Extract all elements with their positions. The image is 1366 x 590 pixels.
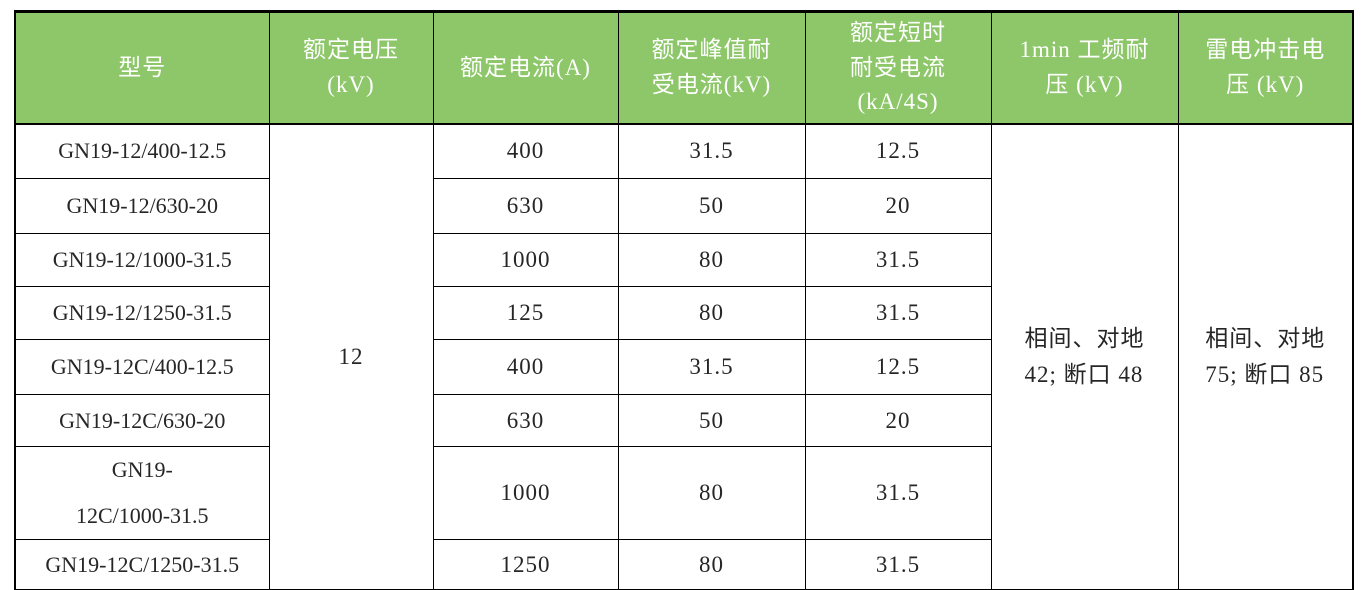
- column-header-short-time-withstand-current: 额定短时 耐受电流 (kA/4S): [804, 11, 992, 125]
- cell-model: GN19-12/1000-31.5: [14, 233, 270, 287]
- cell-peak-current: 50: [617, 394, 806, 447]
- cell-model: GN19-12/630-20: [14, 178, 270, 234]
- cell-rated-current: 1250: [432, 539, 619, 590]
- cell-short-time-current: 20: [804, 394, 992, 447]
- column-header-power-frequency-voltage: 1min 工频耐 压 (kV): [990, 11, 1179, 125]
- cell-peak-current: 31.5: [617, 339, 806, 395]
- lightning-impulse-note: 相间、对地 75; 断口 85: [1205, 326, 1326, 387]
- column-header-rated-current: 额定电流(A): [432, 11, 619, 125]
- cell-rated-current: 400: [432, 339, 619, 395]
- table-row: GN19-12/630-20 630 50 20: [14, 178, 1353, 234]
- cell-model: GN19- 12C/1000-31.5: [14, 445, 270, 541]
- cell-lightning-impulse-merged: 相间、对地 75; 断口 85: [1177, 122, 1354, 590]
- cell-short-time-current: 31.5: [804, 445, 992, 541]
- cell-short-time-current: 20: [804, 178, 992, 234]
- cell-model: GN19-12C/400-12.5: [14, 339, 270, 395]
- cell-rated-current: 1000: [432, 233, 619, 287]
- cell-short-time-current: 12.5: [804, 123, 992, 179]
- table-row: GN19-12/1000-31.5 1000 80 31.5: [14, 233, 1353, 287]
- switch-spec-table: 型号 额定电压 (kV) 额定电流(A) 额定峰值耐 受电流(kV) 额定短时 …: [14, 10, 1354, 590]
- header-row: 型号 额定电压 (kV) 额定电流(A) 额定峰值耐 受电流(kV) 额定短时 …: [14, 11, 1354, 125]
- cell-peak-current: 80: [617, 539, 806, 590]
- cell-rated-current: 400: [432, 123, 619, 179]
- table-row: GN19-12/400-12.5 12 400 31.5 12.5 相间、对地 …: [14, 122, 1354, 590]
- cell-short-time-current: 12.5: [804, 339, 992, 395]
- cell-model: GN19-12C/630-20: [14, 394, 270, 447]
- cell-model: GN19-12/400-12.5: [14, 123, 270, 179]
- cell-peak-current: 80: [617, 445, 806, 541]
- cell-short-time-current: 31.5: [804, 286, 992, 340]
- column-header-peak-withstand-current: 额定峰值耐 受电流(kV): [617, 11, 806, 125]
- cell-peak-current: 80: [617, 233, 806, 287]
- cell-model: GN19-12C/1250-31.5: [14, 539, 270, 590]
- table-row: GN19-12C/1250-31.5 1250 80 31.5: [14, 539, 1353, 590]
- cell-peak-current: 50: [617, 178, 806, 234]
- column-header-rated-voltage: 额定电压 (kV): [268, 11, 434, 125]
- table-row: GN19-12/1250-31.5 125 80 31.5: [14, 286, 1353, 340]
- cell-rated-current: 630: [432, 178, 619, 234]
- cell-peak-current: 31.5: [617, 123, 806, 179]
- power-frequency-note: 相间、对地 42; 断口 48: [1024, 326, 1145, 387]
- cell-model: GN19-12/1250-31.5: [14, 286, 270, 340]
- cell-rated-current: 1000: [432, 445, 619, 541]
- cell-power-frequency-merged: 相间、对地 42; 断口 48: [990, 122, 1179, 590]
- table-row: GN19- 12C/1000-31.5 1000 80 31.5: [14, 445, 1353, 541]
- column-header-model: 型号: [14, 11, 270, 125]
- cell-rated-current: 630: [432, 394, 619, 447]
- table-row: GN19-12C/630-20 630 50 20: [14, 394, 1353, 447]
- cell-short-time-current: 31.5: [804, 539, 992, 590]
- column-header-lightning-impulse-voltage: 雷电冲击电 压 (kV): [1177, 11, 1354, 125]
- cell-rated-current: 125: [432, 286, 619, 340]
- cell-peak-current: 80: [617, 286, 806, 340]
- cell-rated-voltage-merged: 12: [268, 122, 434, 590]
- cell-short-time-current: 31.5: [804, 233, 992, 287]
